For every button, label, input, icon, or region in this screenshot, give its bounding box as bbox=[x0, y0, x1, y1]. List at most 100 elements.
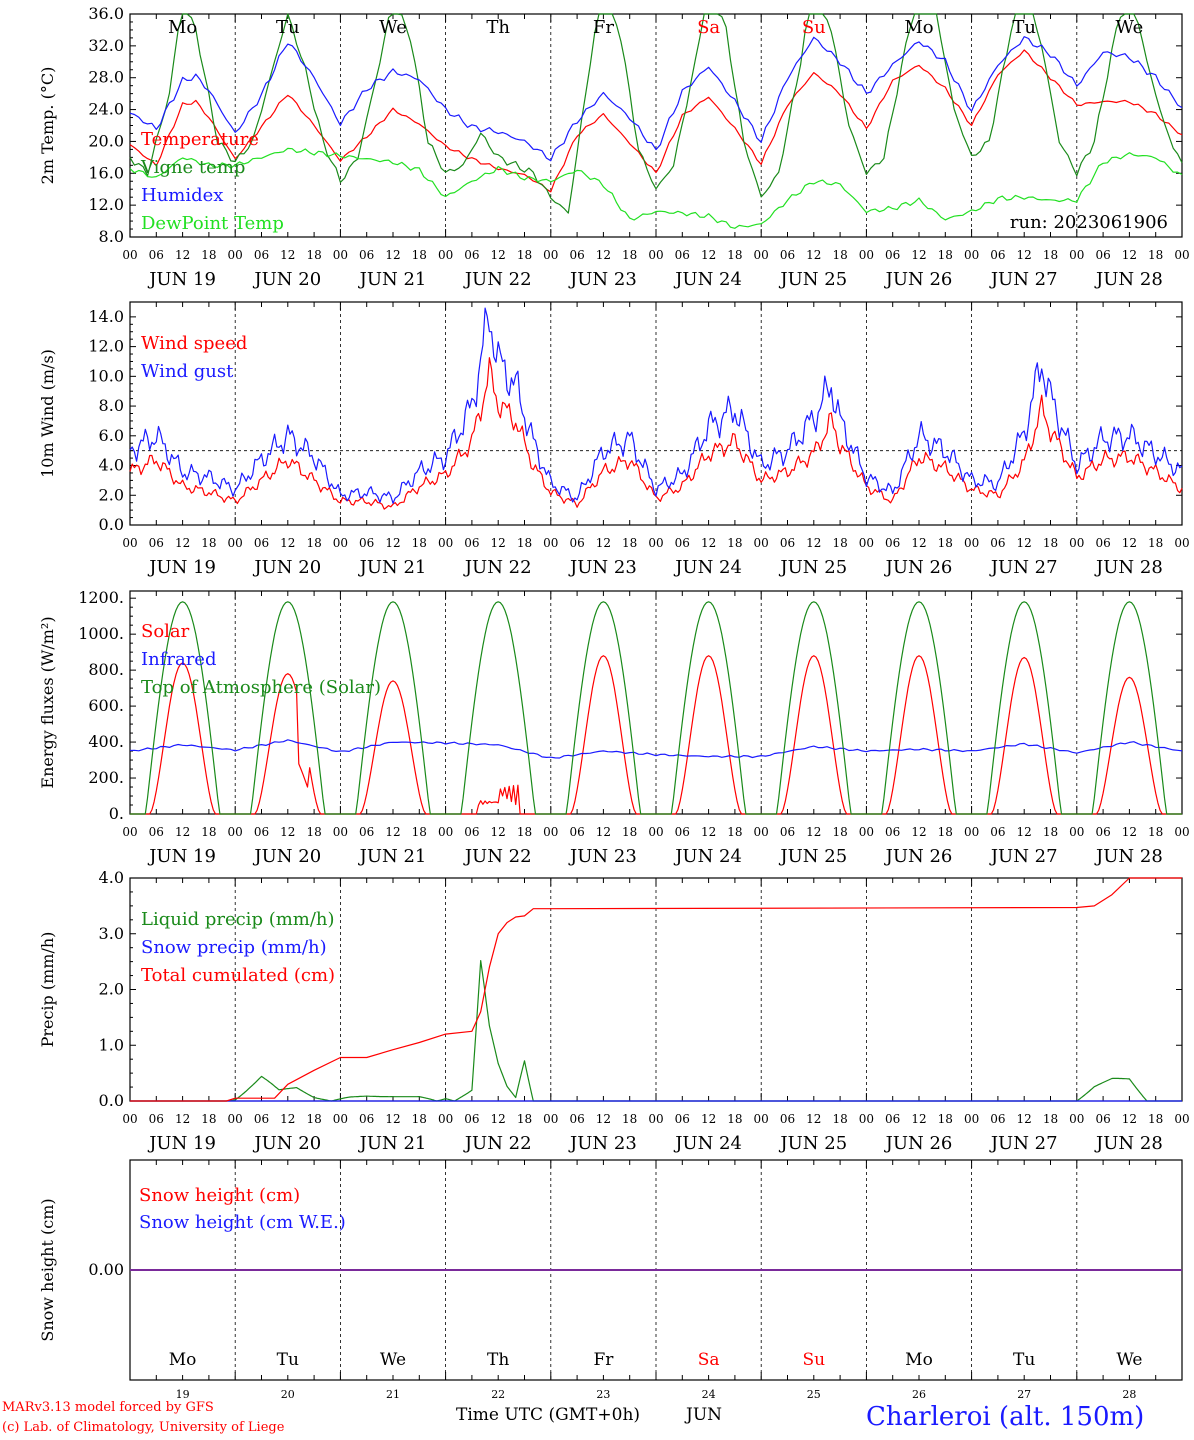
x-hour-label: 12 bbox=[1017, 1112, 1032, 1126]
x-hour-label: 12 bbox=[701, 1112, 716, 1126]
panel-3 bbox=[129, 590, 1183, 815]
x-hour-label: 12 bbox=[806, 248, 821, 262]
x-date-label: JUN 23 bbox=[568, 846, 637, 867]
x-hour-label: 06 bbox=[569, 825, 584, 839]
x-hour-label: 00 bbox=[1069, 248, 1084, 262]
x-hour-label: 00 bbox=[228, 1112, 243, 1126]
x-date-label: JUN 26 bbox=[884, 1133, 953, 1154]
weekday-label-bottom: Tu bbox=[1013, 1350, 1035, 1370]
x-date-label: JUN 21 bbox=[358, 846, 427, 867]
y-axis-label: Snow height (cm) bbox=[38, 1198, 57, 1341]
x-hour-label: 18 bbox=[201, 536, 216, 550]
weekday-label-bottom: Mo bbox=[905, 1350, 933, 1370]
x-hour-label: 12 bbox=[806, 825, 821, 839]
legend-snow-precip-mm-h-: Snow precip (mm/h) bbox=[141, 937, 327, 958]
x-hour-label: 18 bbox=[832, 825, 847, 839]
x-hour-label: 18 bbox=[306, 536, 321, 550]
x-hour-label: 06 bbox=[1095, 1112, 1110, 1126]
x-date-label: JUN 27 bbox=[989, 1133, 1058, 1154]
x-hour-label: 00 bbox=[543, 1112, 558, 1126]
x-hour-label: 00 bbox=[648, 536, 663, 550]
y-tick-label: 12.0 bbox=[88, 195, 124, 214]
legend-solar: Solar bbox=[141, 621, 190, 642]
y-tick-label: 200. bbox=[88, 768, 124, 787]
x-hour-label: 00 bbox=[438, 1112, 453, 1126]
x-hour-label: 12 bbox=[911, 1112, 926, 1126]
x-hour-label: 06 bbox=[359, 536, 374, 550]
x-hour-label: 12 bbox=[806, 1112, 821, 1126]
y-tick-label: 12.0 bbox=[88, 337, 124, 356]
y-tick-label: 36.0 bbox=[88, 4, 124, 23]
y-tick-label: 800. bbox=[88, 660, 124, 679]
x-hour-label: 00 bbox=[543, 248, 558, 262]
x-hour-label: 00 bbox=[228, 825, 243, 839]
y-tick-label: 20.0 bbox=[88, 131, 124, 150]
weekday-label-top: Sa bbox=[697, 17, 720, 38]
x-hour-label: 12 bbox=[1122, 1112, 1137, 1126]
x-hour-label: 00 bbox=[859, 1112, 874, 1126]
x-hour-label: 12 bbox=[385, 1112, 400, 1126]
x-hour-label: 12 bbox=[491, 248, 506, 262]
x-hour-label: 18 bbox=[622, 248, 637, 262]
x-hour-label: 00 bbox=[648, 825, 663, 839]
x-date-label: JUN 19 bbox=[147, 269, 216, 290]
x-hour-label: 06 bbox=[359, 825, 374, 839]
legend-temperature: Temperature bbox=[141, 129, 259, 150]
x-hour-label: 06 bbox=[149, 536, 164, 550]
x-hour-label: 18 bbox=[412, 1112, 427, 1126]
x-hour-label: 18 bbox=[1043, 825, 1058, 839]
y-tick-label: 14.0 bbox=[88, 307, 124, 326]
weekday-label-bottom: We bbox=[1116, 1350, 1142, 1370]
day-number: 19 bbox=[176, 1388, 190, 1401]
x-hour-label: 12 bbox=[1017, 825, 1032, 839]
x-hour-label: 00 bbox=[438, 248, 453, 262]
day-number: 20 bbox=[281, 1388, 295, 1401]
x-hour-label: 18 bbox=[727, 248, 742, 262]
x-hour-label: 06 bbox=[464, 1112, 479, 1126]
x-hour-label: 06 bbox=[1095, 536, 1110, 550]
weekday-label-bottom: Th bbox=[487, 1350, 509, 1370]
x-hour-label: 18 bbox=[622, 1112, 637, 1126]
x-hour-label: 18 bbox=[727, 1112, 742, 1126]
x-hour-label: 06 bbox=[675, 1112, 690, 1126]
x-hour-label: 06 bbox=[780, 825, 795, 839]
x-hour-label: 00 bbox=[1174, 248, 1189, 262]
y-tick-label: 6.0 bbox=[99, 426, 124, 445]
series-line-dewpoint-temp bbox=[129, 147, 1183, 229]
weekday-label-bottom: Tu bbox=[277, 1350, 299, 1370]
x-hour-label: 06 bbox=[464, 248, 479, 262]
x-hour-label: 00 bbox=[1174, 825, 1189, 839]
weekday-label-bottom: Fr bbox=[593, 1350, 614, 1370]
x-hour-label: 18 bbox=[938, 1112, 953, 1126]
x-hour-label: 18 bbox=[938, 825, 953, 839]
y-tick-label: 8.0 bbox=[99, 396, 124, 415]
x-hour-label: 12 bbox=[911, 248, 926, 262]
x-hour-label: 00 bbox=[228, 536, 243, 550]
x-hour-label: 18 bbox=[1148, 536, 1163, 550]
x-hour-label: 12 bbox=[911, 825, 926, 839]
day-number: 26 bbox=[912, 1388, 926, 1401]
day-number: 22 bbox=[491, 1388, 505, 1401]
x-date-label: JUN 27 bbox=[989, 269, 1058, 290]
x-hour-label: 12 bbox=[280, 825, 295, 839]
x-date-label: JUN 22 bbox=[463, 269, 532, 290]
x-date-label: JUN 19 bbox=[147, 557, 216, 578]
weekday-label-bottom: We bbox=[380, 1350, 406, 1370]
series-line-wind-gust bbox=[129, 307, 1183, 504]
x-date-label: JUN 26 bbox=[884, 269, 953, 290]
y-tick-label: 4.0 bbox=[99, 456, 124, 475]
x-hour-label: 18 bbox=[832, 1112, 847, 1126]
legend-snow-height-cm-w-e-: Snow height (cm W.E.) bbox=[139, 1212, 346, 1233]
day-number: 25 bbox=[807, 1388, 821, 1401]
x-hour-label: 18 bbox=[832, 536, 847, 550]
x-hour-label: 00 bbox=[964, 1112, 979, 1126]
weekday-label-top: We bbox=[379, 17, 407, 38]
x-hour-label: 12 bbox=[385, 248, 400, 262]
legend-vigne-temp: Vigne temp bbox=[140, 157, 245, 178]
x-hour-label: 00 bbox=[1174, 1112, 1189, 1126]
x-hour-label: 12 bbox=[1017, 536, 1032, 550]
x-hour-label: 06 bbox=[464, 825, 479, 839]
x-hour-label: 18 bbox=[306, 825, 321, 839]
x-hour-label: 00 bbox=[228, 248, 243, 262]
x-hour-label: 00 bbox=[122, 1112, 137, 1126]
